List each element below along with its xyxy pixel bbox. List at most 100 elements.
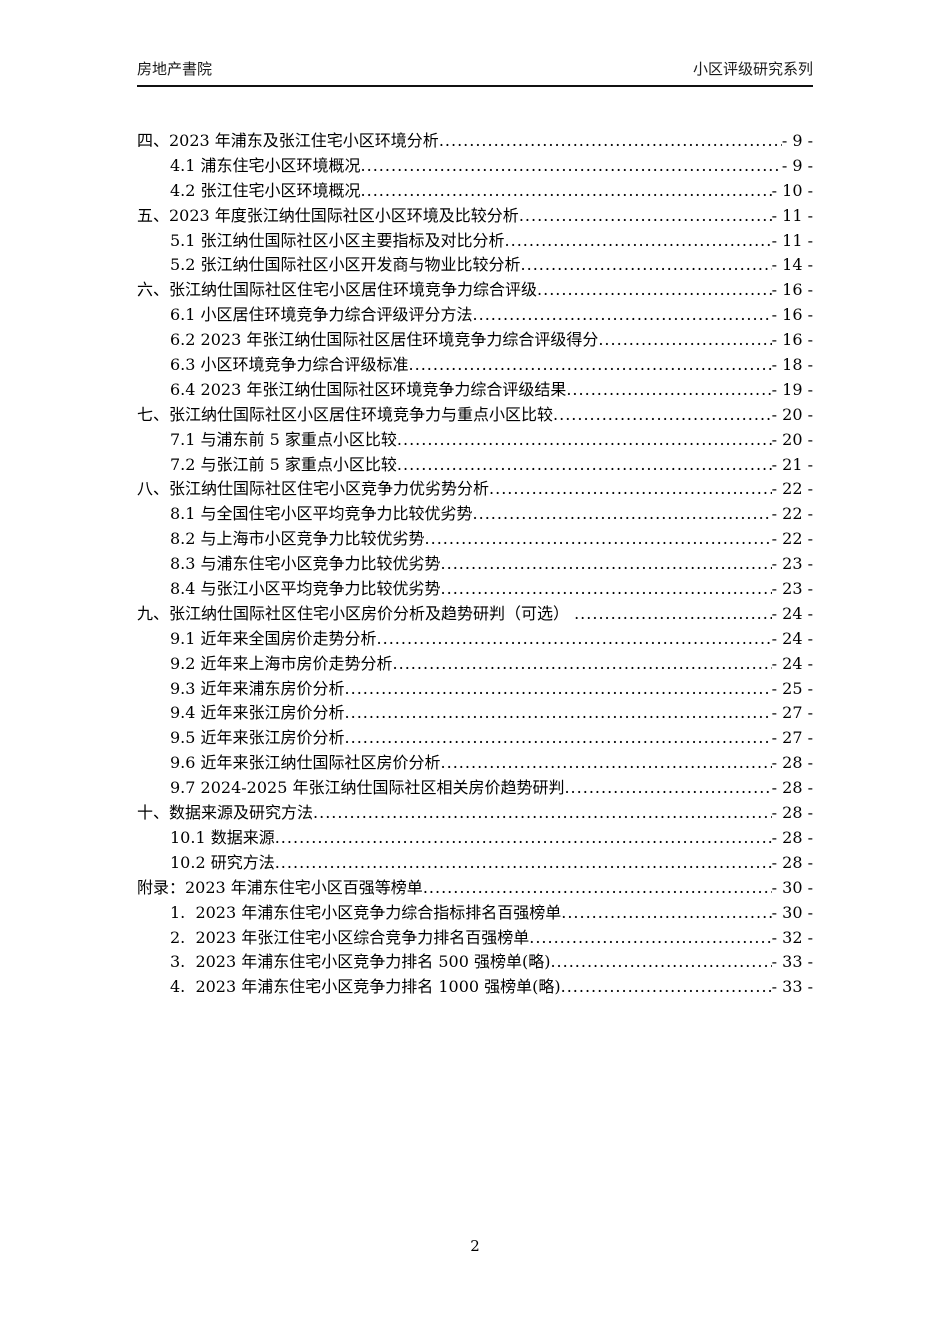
toc-entry: 附录：2023 年浦东住宅小区百强等榜单 - 30 -: [137, 874, 813, 899]
toc-entry: 8.3 与浦东住宅小区竞争力比较优劣势 - 23 -: [137, 550, 813, 575]
toc-entry: 6.4 2023 年张江纳仕国际社区环境竞争力综合评级结果 - 19 -: [137, 376, 813, 401]
toc-page-number: - 27 -: [771, 703, 813, 723]
toc-entry-title: 六、张江纳仕国际社区住宅小区居住环境竞争力综合评级: [137, 280, 538, 300]
toc-entry: 7.2 与张江前 5 家重点小区比较 - 21 -: [137, 451, 813, 476]
toc-entry: 8.2 与上海市小区竞争力比较优劣势 - 22 -: [137, 525, 813, 550]
toc-dot-leader: [537, 280, 772, 299]
toc-dot-leader: [598, 330, 771, 349]
toc-page-number: - 16 -: [771, 330, 813, 350]
toc-dot-leader: [313, 803, 772, 822]
toc-dot-leader: [529, 928, 771, 947]
toc-dot-leader: [275, 828, 772, 847]
toc-dot-leader: [345, 679, 772, 698]
toc-entry-title: 附录：2023 年浦东住宅小区百强等榜单: [137, 877, 423, 897]
toc-entry-title: 5.2 张江纳仕国际社区小区开发商与物业比较分析: [170, 255, 521, 275]
toc-page-number: - 18 -: [771, 355, 813, 375]
toc-entry-title: 8.2 与上海市小区竞争力比较优劣势: [170, 529, 425, 549]
toc-page-number: - 28 -: [771, 827, 813, 847]
toc-entry-title: 9.4 近年来张江房价分析: [170, 703, 345, 723]
toc-dot-leader: [423, 878, 772, 897]
header-right-text: 小区评级研究系列: [692, 61, 813, 78]
toc-dot-leader: [553, 405, 772, 424]
toc-entry-title: 3. 2023 年浦东住宅小区竞争力排名 500 强榜单(略): [170, 952, 551, 972]
toc-entry-title: 6.4 2023 年张江纳仕国际社区环境竞争力综合评级结果: [170, 379, 567, 399]
toc-page-number: - 24 -: [771, 653, 813, 673]
toc-list: 四、2023 年浦东及张江住宅小区环境分析- 9 -4.1 浦东住宅小区环境概况…: [137, 127, 813, 998]
toc-entry-title: 10.2 研究方法: [170, 852, 275, 872]
toc-dot-leader: [519, 206, 772, 225]
toc-page-number: - 9 -: [781, 155, 813, 175]
toc-entry-title: 2. 2023 年张江住宅小区综合竞争力排名百强榜单: [170, 927, 530, 947]
toc-page-number: - 20 -: [771, 404, 813, 424]
toc-entry: 6.2 2023 年张江纳仕国际社区居住环境竞争力综合评级得分 - 16 -: [137, 326, 813, 351]
toc-entry: 9.7 2024-2025 年张江纳仕国际社区相关房价趋势研判 - 28 -: [137, 774, 813, 799]
toc-dot-leader: [361, 181, 772, 200]
toc-page-number: - 9 -: [781, 131, 813, 150]
toc-dot-leader: [425, 529, 772, 548]
toc-dot-leader: [574, 604, 772, 623]
toc-entry: 1. 2023 年浦东住宅小区竞争力综合指标排名百强榜单 - 30 -: [137, 899, 813, 924]
toc-page-number: - 33 -: [771, 977, 813, 997]
toc-dot-leader: [409, 355, 772, 374]
toc-dot-leader: [377, 629, 772, 648]
toc-entry: 五、2023 年度张江纳仕国际社区小区环境及比较分析 - 11 -: [137, 202, 813, 227]
toc-page-number: - 23 -: [771, 579, 813, 599]
toc-entry-title: 8.4 与张江小区平均竞争力比较优劣势: [170, 579, 441, 599]
toc-dot-leader: [397, 455, 772, 474]
toc-entry: 10.2 研究方法 - 28 -: [137, 849, 813, 874]
toc-entry-title: 8.1 与全国住宅小区平均竞争力比较优劣势: [170, 504, 473, 524]
toc-dot-leader: [473, 305, 772, 324]
toc-page-number: - 28 -: [771, 778, 813, 798]
toc-entry: 7.1 与浦东前 5 家重点小区比较 - 20 -: [137, 426, 813, 451]
toc-entry: 8.1 与全国住宅小区平均竞争力比较优劣势 - 22 -: [137, 500, 813, 525]
toc-entry-title: 九、张江纳仕国际社区住宅小区房价分析及趋势研判（可选）: [137, 603, 575, 623]
toc-page-number: - 10 -: [771, 180, 813, 200]
toc-dot-leader: [393, 654, 772, 673]
toc-dot-leader: [564, 778, 771, 797]
toc-entry-title: 9.6 近年来张江纳仕国际社区房价分析: [170, 753, 441, 773]
toc-entry-title: 6.2 2023 年张江纳仕国际社区居住环境竞争力综合评级得分: [170, 330, 599, 350]
toc-entry-title: 4.1 浦东住宅小区环境概况: [170, 155, 361, 175]
header-left-text: 房地产書院: [137, 61, 213, 78]
toc-entry-title: 七、张江纳仕国际社区小区居住环境竞争力与重点小区比较: [137, 404, 554, 424]
toc-page-number: - 20 -: [771, 429, 813, 449]
toc-entry: 4. 2023 年浦东住宅小区竞争力排名 1000 强榜单(略) - 33 -: [137, 973, 813, 998]
toc-page-number: - 28 -: [771, 803, 813, 823]
toc-entry-title: 5.1 张江纳仕国际社区小区主要指标及对比分析: [170, 230, 505, 250]
toc-entry: 6.1 小区居住环境竞争力综合评级评分方法 - 16 -: [137, 301, 813, 326]
toc-entry-title: 9.5 近年来张江房价分析: [170, 728, 345, 748]
page-header: 房地产書院 小区评级研究系列: [137, 58, 813, 87]
toc-dot-leader: [441, 579, 772, 598]
toc-dot-leader: [561, 903, 771, 922]
toc-dot-leader: [361, 156, 782, 175]
toc-entry-title: 8.3 与浦东住宅小区竞争力比较优劣势: [170, 554, 441, 574]
toc-page-number: - 11 -: [771, 230, 813, 250]
toc-page-number: - 11 -: [771, 205, 813, 225]
toc-entry: 9.1 近年来全国房价走势分析 - 24 -: [137, 625, 813, 650]
toc-entry: 5.1 张江纳仕国际社区小区主要指标及对比分析 - 11 -: [137, 227, 813, 252]
toc-entry: 9.3 近年来浦东房价分析 - 25 -: [137, 675, 813, 700]
toc-page-number: - 30 -: [771, 902, 813, 922]
toc-entry: 9.6 近年来张江纳仕国际社区房价分析 - 28 -: [137, 749, 813, 774]
toc-page-number: - 30 -: [771, 877, 813, 897]
toc-dot-leader: [441, 753, 772, 772]
toc-dot-leader: [521, 255, 772, 274]
toc-dot-leader: [505, 231, 772, 250]
toc-entry: 9.2 近年来上海市房价走势分析 - 24 -: [137, 650, 813, 675]
toc-entry: 9.5 近年来张江房价分析 - 27 -: [137, 724, 813, 749]
toc-entry-title: 7.1 与浦东前 5 家重点小区比较: [170, 429, 397, 449]
toc-entry: 10.1 数据来源 - 28 -: [137, 824, 813, 849]
toc-page-number: - 23 -: [771, 554, 813, 574]
toc-entry-title: 9.2 近年来上海市房价走势分析: [170, 653, 393, 673]
toc-entry: 3. 2023 年浦东住宅小区竞争力排名 500 强榜单(略) - 33 -: [137, 948, 813, 973]
toc-entry-title: 4. 2023 年浦东住宅小区竞争力排名 1000 强榜单(略): [170, 977, 561, 997]
footer-page-number: 2: [470, 1237, 480, 1255]
toc-dot-leader: [275, 853, 772, 872]
toc-dot-leader: [397, 430, 772, 449]
toc-entry-title: 1. 2023 年浦东住宅小区竞争力综合指标排名百强榜单: [170, 902, 562, 922]
toc-entry-title: 7.2 与张江前 5 家重点小区比较: [170, 454, 397, 474]
toc-dot-leader: [439, 131, 782, 150]
toc-page-number: - 32 -: [771, 927, 813, 947]
toc-page-number: - 28 -: [771, 753, 813, 773]
